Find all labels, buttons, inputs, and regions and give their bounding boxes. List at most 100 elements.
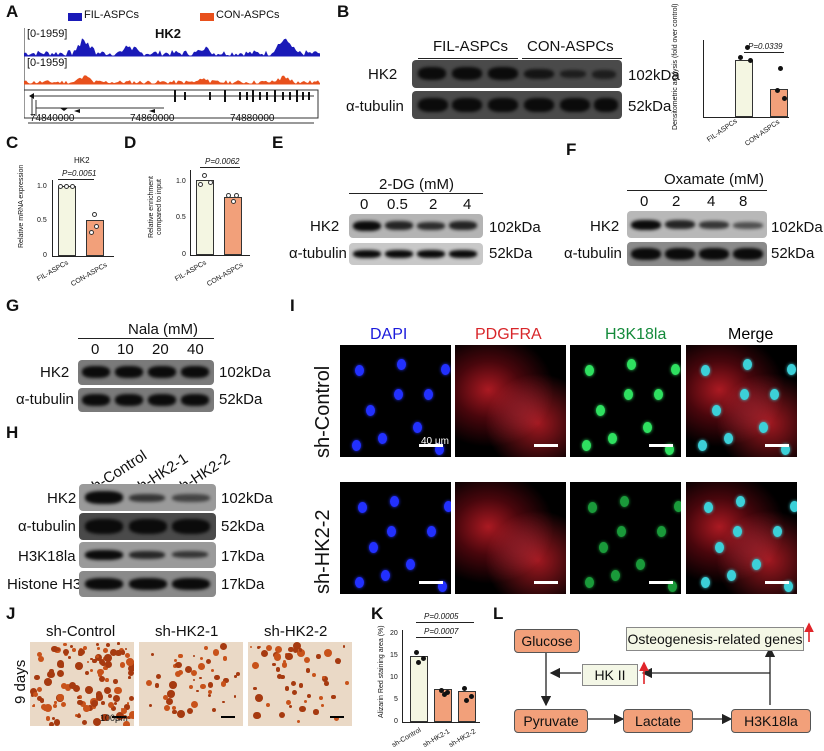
k-bar-control	[410, 656, 428, 722]
i-ch-pdgfra: PDGFRA	[475, 326, 542, 343]
stain-image	[248, 642, 352, 726]
e-size-tubulin: 52kDa	[489, 245, 533, 262]
h-row-hk2: HK2	[47, 490, 77, 507]
genome-tracks	[24, 28, 320, 124]
e-underline	[349, 193, 483, 194]
c-xcat-1: FIL-ASPCs	[36, 259, 70, 284]
h-size-hk2: 102kDa	[221, 490, 273, 507]
c-yaxis	[52, 180, 53, 257]
c-xcat-2: CON-ASPCs	[70, 261, 109, 289]
panel-label-j: J	[6, 604, 16, 623]
c-bar-con	[86, 220, 104, 256]
i-row-control: sh-Control	[312, 365, 334, 458]
hk2-node: HK II	[582, 664, 638, 686]
coord-1: 74840000	[30, 113, 75, 124]
h-blot-histone	[79, 571, 216, 597]
micro-panel	[686, 345, 797, 457]
b-xcat-2: CON-ASPCs	[744, 118, 782, 148]
k-ytick-0: 0	[394, 718, 398, 725]
i-ch-dapi: DAPI	[370, 326, 408, 343]
j-lane-1: sh-HK2-1	[155, 623, 219, 640]
f-dose-0: 0	[640, 193, 649, 210]
f-size-hk2: 102kDa	[771, 219, 823, 236]
micro-panel	[340, 345, 451, 457]
panel-label-i: I	[290, 296, 295, 315]
j-lane-0: sh-Control	[46, 623, 116, 640]
panel-label-b: B	[337, 2, 350, 21]
h-row-tubulin: α-tubulin	[18, 518, 76, 535]
c-ytick-2: 1.0	[37, 183, 47, 190]
b-ylabel: Densitometric analysis (fold over contro…	[672, 3, 679, 130]
d-ytick-0: 0	[182, 251, 186, 258]
e-dose-0: 0	[360, 196, 369, 213]
i-ch-h3k18la: H3K18la	[605, 326, 667, 343]
h-row-histone: Histone H3	[7, 576, 82, 593]
c-xaxis	[52, 256, 114, 257]
e-blot-tubulin	[349, 243, 483, 265]
g-row-tubulin: α-tubulin	[16, 391, 74, 408]
f-underline	[627, 190, 767, 191]
micro-panel	[455, 345, 566, 457]
i-row-hk22: sh-HK2-2	[312, 509, 334, 594]
h-size-histone: 17kDa	[221, 576, 265, 593]
panel-label-e: E	[272, 133, 284, 152]
micro-panel	[570, 345, 681, 457]
c-bar-fil	[58, 186, 76, 256]
c-pval: P=0.0051	[62, 169, 97, 178]
legend-swatch-fil	[68, 13, 82, 21]
k-xcat-0: sh-Control	[391, 726, 423, 750]
f-title: Oxamate (mM)	[664, 171, 765, 188]
h-blot-tubulin	[79, 513, 216, 540]
i-ch-merge: Merge	[728, 326, 774, 343]
b-size-hk2: 102kDa	[628, 67, 680, 84]
panel-label-a: A	[6, 2, 19, 21]
k-ytick-3: 15	[390, 652, 398, 659]
c-sig-line	[58, 179, 94, 180]
micro-panel	[455, 482, 566, 594]
d-yaxis	[190, 170, 191, 256]
d-bar-fil	[196, 180, 214, 255]
g-underline	[78, 338, 214, 339]
g-dose-1: 10	[117, 341, 134, 358]
panel-label-f: F	[566, 140, 577, 159]
d-ytick-1: 0.5	[176, 214, 186, 221]
b-group-fil: FIL-ASPCs	[433, 38, 509, 55]
d-xcat-1: FIL-ASPCs	[174, 259, 208, 284]
pyruvate-node: Pyruvate	[514, 709, 588, 733]
k-xcat-1: sh-HK2-1	[422, 728, 452, 750]
pathway-arrows	[540, 622, 814, 725]
e-size-hk2: 102kDa	[489, 219, 541, 236]
d-ylabel: Relative enrichment compared to input	[148, 176, 163, 238]
d-xaxis	[190, 255, 250, 256]
h-blot-hk2	[79, 484, 216, 511]
f-row-hk2: HK2	[590, 218, 620, 235]
k-pval-0: P=0.0005	[424, 612, 459, 621]
e-title: 2-DG (mM)	[379, 176, 454, 193]
c-ytick-1: 0.5	[37, 217, 47, 224]
b-blot-hk2	[412, 60, 622, 88]
k-xaxis	[402, 722, 480, 723]
c-title: HK2	[74, 156, 90, 165]
b-row-hk2: HK2	[368, 66, 398, 83]
glucose-node: Glucose	[514, 629, 580, 653]
k-ytick-1: 5	[394, 696, 398, 703]
e-dose-1: 0.5	[387, 196, 408, 213]
f-dose-3: 8	[739, 193, 748, 210]
g-dose-3: 40	[187, 341, 204, 358]
e-blot-hk2	[349, 214, 483, 238]
b-underline-fil	[418, 58, 518, 59]
d-sig-line	[200, 167, 240, 168]
b-yaxis	[703, 40, 704, 118]
b-bar-con	[770, 89, 788, 117]
panel-label-k: K	[371, 604, 384, 623]
f-dose-1: 2	[672, 193, 681, 210]
g-size-hk2: 102kDa	[219, 364, 271, 381]
c-ytick-0: 0	[43, 252, 47, 259]
g-row-hk2: HK2	[40, 364, 70, 381]
stain-image	[30, 642, 134, 726]
i-scalebar-label: 40 μm	[421, 436, 449, 447]
j-lane-2: sh-HK2-2	[264, 623, 328, 640]
d-xcat-2: CON-ASPCs	[206, 261, 245, 289]
gene-title: HK2	[155, 26, 182, 41]
h-size-h3k18la: 17kDa	[221, 548, 265, 565]
